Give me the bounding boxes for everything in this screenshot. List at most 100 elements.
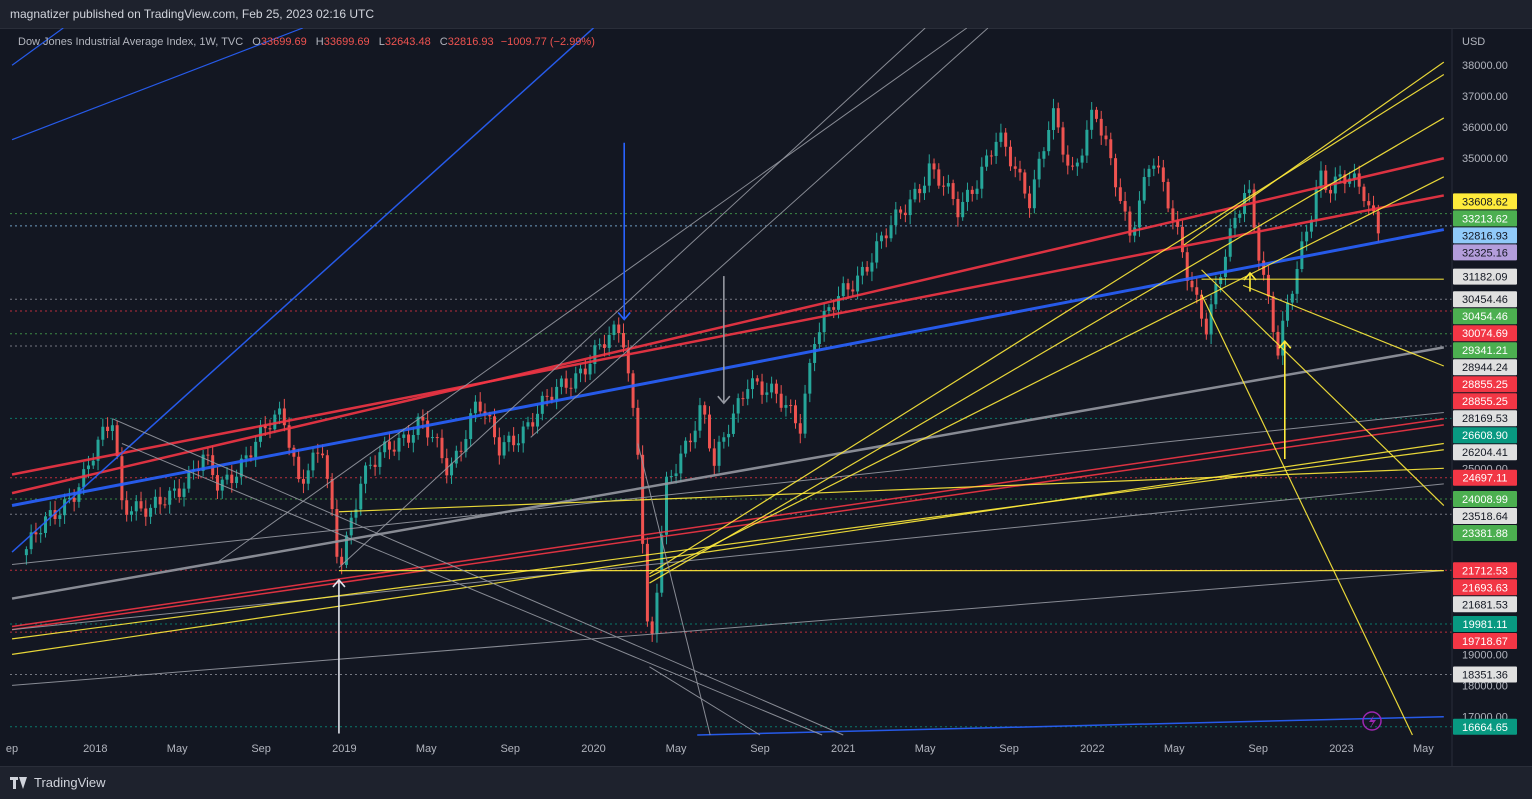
arrow-head-1[interactable] [617,311,631,321]
time-axis: ep 2018 May Sep 2019 May Sep 2020 May Sep 2021 May S… [6,743,1434,755]
y-tick-label: 37000.00 [1462,91,1508,103]
trendline-3[interactable] [11,417,1444,628]
arrow-head-0[interactable] [332,578,346,588]
trendline-22[interactable] [1201,269,1445,506]
candle-body [684,440,688,454]
candle-body [1166,181,1170,209]
flash-icon[interactable] [1362,711,1382,731]
trendline-23[interactable] [1242,284,1445,367]
candle-body [72,497,76,502]
candle-body [378,452,382,467]
candle-body [1080,155,1084,163]
trendline-7[interactable] [11,483,1444,631]
open-value: 33699.69 [260,36,307,48]
candle-body [239,458,243,477]
price-label-badge-11 [1453,393,1517,410]
trendline-9[interactable] [11,28,303,141]
candle-body [450,463,454,476]
price-label-2: 32816.93 [1462,230,1508,242]
candle-body [134,501,138,512]
trendline-24[interactable] [1183,61,1445,246]
candle-body [645,543,649,622]
candle-body [1176,220,1180,227]
candle-body [1362,186,1366,202]
candle-body [1305,231,1309,242]
publisher-caption: magnatizer published on TradingView.com,… [10,7,374,21]
trendline-27[interactable] [338,28,926,568]
candle-body [1013,166,1017,169]
trendline-13[interactable] [11,442,1444,655]
trendline-15[interactable] [338,467,1444,513]
trendline-31[interactable] [649,666,761,736]
trendline-14[interactable] [11,449,1444,640]
trendline-18[interactable] [649,117,1445,584]
candle-body [655,592,659,634]
candle-body [1104,135,1108,140]
candle-body [139,501,143,509]
trendline-28[interactable] [530,28,989,438]
candle-body [39,533,43,535]
footer-bar: TradingView [0,766,1532,799]
candle-body [258,425,262,442]
arrow-head-4[interactable] [1243,271,1257,281]
price-label-badge-16 [1453,491,1517,508]
candle-body [364,465,368,484]
x-tick-label: Sep [251,743,271,755]
trendline-17[interactable] [649,74,1445,575]
trendline-19[interactable] [649,176,1445,578]
candle-body [316,452,320,454]
flash-icon-bolt[interactable] [1369,715,1376,728]
trendline-6[interactable] [12,570,1444,686]
price-label-badge-9 [1453,359,1517,376]
candle-body [153,496,157,508]
y-tick-label: 19000.00 [1462,649,1508,661]
candle-body [1028,193,1032,209]
candle-body [521,426,525,444]
candle-body [1109,139,1113,159]
price-label-badge-17 [1453,508,1517,525]
candle-body [1214,284,1218,305]
candle-body [755,378,759,382]
candle-body [1018,168,1022,173]
trendline-4[interactable] [11,424,1444,631]
trendline-25[interactable] [112,418,844,736]
y-tick-label: 36000.00 [1462,122,1508,134]
candle-body [1075,162,1079,167]
candle-body [129,511,133,515]
price-labels: 33608.62 33213.62 32816.93 32325.16 31182.09… [1453,193,1517,735]
price-chart[interactable]: USD 38000.0037000.0036000.0035000.002500… [0,28,1532,766]
candle-body [712,448,716,466]
change-value: −1009.77 (−2.99%) [500,36,595,48]
candle-body [34,532,38,535]
trendline-26[interactable] [121,443,823,736]
candle-body [770,383,774,393]
trendline-11[interactable] [11,28,594,553]
candle-body [593,345,597,364]
trendline-29[interactable] [218,28,968,562]
candle-body [1085,129,1089,156]
trendline-2[interactable] [11,194,1445,476]
trendline-5[interactable] [11,346,1445,600]
candle-body [344,535,348,565]
trendline-30[interactable] [637,443,711,736]
candle-body [531,422,535,427]
candle-body [617,324,621,334]
candle-body [985,155,989,167]
trendline-12[interactable] [697,715,1444,736]
trendline-0[interactable] [11,228,1445,508]
trendline-10[interactable] [11,28,64,66]
candle-body [430,437,434,439]
arrow-head-3[interactable] [1278,339,1292,349]
trendline-1[interactable] [11,157,1445,495]
tradingview-brand[interactable]: TradingView [10,775,106,790]
arrows [332,142,1292,734]
candle-body [91,460,95,466]
price-label-badge-6 [1453,308,1517,325]
trendline-21[interactable] [1201,294,1413,736]
candle-body [765,392,769,395]
candle-body [703,405,707,415]
flash-icon-ring[interactable] [1362,711,1382,731]
candle-body [1066,154,1070,166]
candle-body [1008,146,1012,167]
arrow-head-2[interactable] [717,395,731,405]
